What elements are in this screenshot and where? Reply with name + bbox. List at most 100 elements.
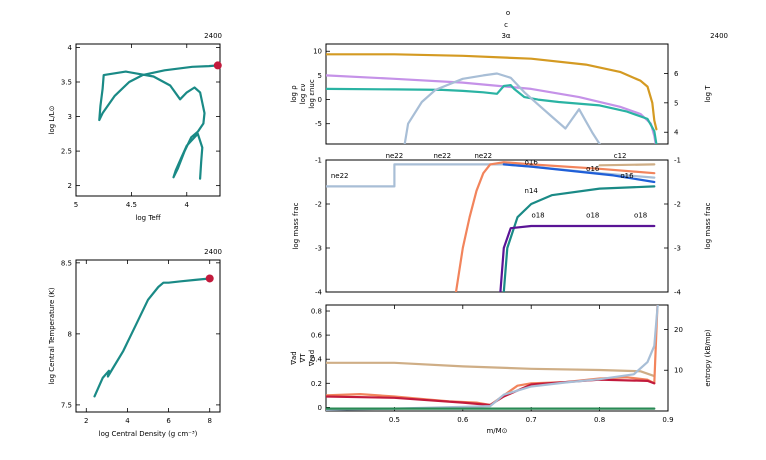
series-label-c12: c12	[614, 152, 627, 160]
y-tick-label: 0	[318, 96, 322, 104]
y-tick-label: 3	[68, 113, 72, 121]
header-sup-label: o	[506, 9, 510, 17]
y-tick-label: 0	[318, 404, 322, 412]
right-tick-label: 10	[674, 367, 683, 375]
profile-density-energy-panel: 2400 10 5 0 -5 4 5 6 log T log ρ log εν log εnuc	[290, 32, 728, 145]
series-label-ne22: ne22	[331, 172, 349, 180]
series-label-o18: o18	[634, 211, 647, 219]
y-tick-label: -2	[315, 201, 322, 209]
right-axis-label: log mass frac	[704, 202, 712, 249]
right-tick-label: 20	[674, 326, 683, 334]
series-line-log-nuc	[403, 72, 601, 144]
series-line-entropy	[326, 305, 659, 411]
x-tick-label: 8	[207, 417, 211, 425]
series-label-o18: o18	[531, 211, 544, 219]
central-conditions-panel: 2400 2 4 6 8 7.5 8 8.5 log Central Density (g cm…	[48, 248, 222, 438]
gradients-entropy-panel: 0.5 0.6 0.7 0.8 0.9 0 0.2 0.4 0.6 0.8 10 20 entropy …	[290, 304, 712, 435]
model-number-label: 2400	[204, 32, 222, 40]
x-axis-label: log Central Density (g cm⁻³)	[99, 430, 198, 438]
series-line-c12	[454, 161, 656, 292]
x-tick-label: 5	[74, 201, 78, 209]
right-axis-label: entropy (kB/mp)	[704, 329, 712, 387]
current-model-marker	[213, 61, 222, 70]
series-label-o16: o16	[586, 165, 600, 173]
x-tick-label: 4	[125, 417, 130, 425]
right-tick-label: 6	[674, 70, 679, 78]
y-tick-label-right: -1	[674, 157, 681, 165]
current-model-marker	[205, 274, 214, 283]
series-line-c12	[598, 163, 656, 167]
model-number-label: 2400	[204, 248, 222, 256]
y-tick-label-right: -2	[674, 201, 681, 209]
right-tick-label: 4	[674, 129, 679, 137]
right-axis-label: log T	[704, 85, 712, 103]
y-axis-label-0: log ρ	[290, 85, 298, 103]
series-line-unnamed-0	[98, 64, 219, 180]
x-axis-label: log Teff	[135, 214, 160, 222]
y-axis-label: log L/L⊙	[48, 106, 56, 135]
series-label-ne22: ne22	[433, 152, 451, 160]
y-tick-label: 8.5	[61, 259, 72, 267]
y-tick-label: -1	[315, 157, 322, 165]
y-tick-label: 7.5	[61, 401, 72, 409]
abundances-panel: -1 -1 -2 -2 -3 -3 -4 -4 log mass frac log mass fr…	[292, 152, 712, 297]
x-tick-label: 0.7	[526, 416, 537, 424]
y-tick-label: 4	[68, 44, 73, 52]
y-axis-label: log Central Temperature (K)	[48, 287, 56, 384]
y-tick-label: 2	[68, 182, 72, 190]
series-line-n14	[502, 185, 656, 292]
plot-frame	[325, 159, 669, 293]
y-axis-label-1: log εν	[299, 84, 307, 105]
series-line-log-	[326, 74, 657, 144]
x-tick-label: 0.6	[457, 416, 469, 424]
y-axis-label-0: ∇ad	[290, 351, 298, 365]
series-line--rad	[326, 305, 659, 407]
series-group	[326, 161, 656, 292]
series-label-o16: o16	[525, 159, 539, 167]
header-sub-label: 3α	[501, 32, 510, 40]
plot-frame	[75, 43, 221, 197]
hr-diagram-panel: 2400 5 4.5 4 2 2.5 3 3.5 4 log Teff log L/L⊙	[48, 32, 222, 222]
x-tick-label: 6	[166, 417, 171, 425]
y-tick-label: 0.6	[311, 332, 323, 340]
series-line--t	[326, 378, 656, 407]
x-tick-label: 0.5	[389, 416, 400, 424]
x-tick-label: 4.5	[126, 201, 137, 209]
series-line-o18	[499, 224, 656, 292]
series-line-log-t	[326, 53, 658, 131]
y-tick-label: 2.5	[61, 148, 72, 156]
series-label-o18: o18	[586, 211, 599, 219]
y-axis-label-1: ∇T	[299, 353, 307, 364]
right-tick-label: 5	[674, 99, 678, 107]
y-axis-label: log mass frac	[292, 202, 300, 249]
y-tick-label: 3.5	[61, 79, 72, 87]
series-label-ne22: ne22	[386, 152, 404, 160]
x-axis-label: m/M⊙	[486, 427, 507, 435]
series-line-unnamed-0	[93, 277, 211, 398]
y-tick-label-right: -3	[674, 245, 681, 253]
series-label-n14: n14	[525, 187, 539, 195]
x-tick-label: 0.9	[662, 416, 673, 424]
series-line--ad	[326, 361, 656, 378]
series-label-o16: o16	[620, 172, 634, 180]
plot-frame	[325, 43, 669, 145]
header-top-label: c	[504, 21, 508, 29]
plot-frame	[325, 304, 669, 412]
y-tick-label: -5	[315, 120, 322, 128]
series-group	[93, 277, 211, 398]
y-tick-label: 10	[313, 48, 322, 56]
y-tick-label: -4	[315, 289, 323, 297]
series-line-log-	[326, 84, 658, 144]
y-tick-label: 8	[68, 330, 72, 338]
y-tick-label: 5	[318, 72, 322, 80]
model-number-label: 2400	[710, 32, 728, 40]
series-group	[98, 64, 219, 180]
y-tick-label: -3	[315, 245, 322, 253]
series-line-o16	[502, 163, 656, 184]
series-label-ne22: ne22	[474, 152, 492, 160]
plot-frame	[75, 259, 221, 413]
y-tick-label: 0.8	[311, 308, 322, 316]
series-group	[326, 53, 658, 144]
y-tick-label-right: -4	[674, 289, 682, 297]
